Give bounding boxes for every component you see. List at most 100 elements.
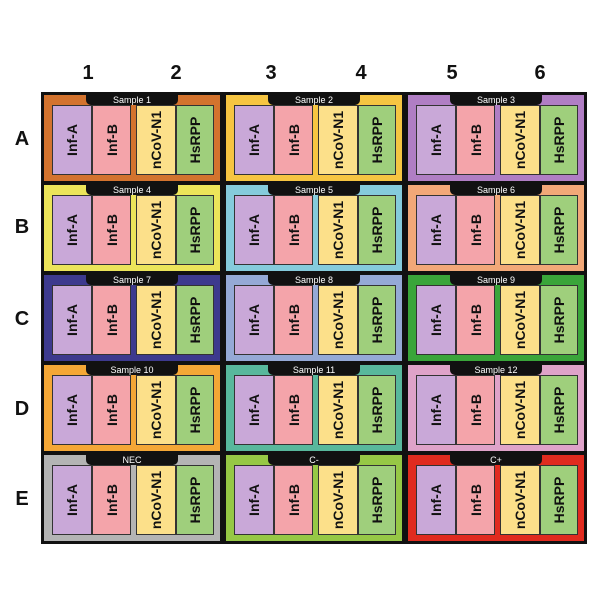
column-label: 5 (446, 62, 458, 84)
strip-inf-b: Inf-B (274, 375, 313, 445)
strip-inf-b: Inf-B (274, 195, 313, 265)
target-label: Inf-A (428, 124, 444, 156)
strip-inf-a: Inf-A (52, 465, 92, 535)
target-label: Inf-A (428, 394, 444, 426)
strip-ncov-n1: nCoV-N1 (500, 375, 540, 445)
target-label: nCoV-N1 (330, 110, 346, 170)
target-label: nCoV-N1 (512, 470, 528, 530)
strip-ncov-n1: nCoV-N1 (136, 105, 176, 175)
sample-label: Sample 6 (450, 185, 542, 195)
row-label: C (14, 308, 30, 330)
strip-ncov-n1: nCoV-N1 (318, 465, 358, 535)
target-label: Inf-B (467, 304, 484, 336)
target-label: Inf-B (467, 394, 484, 426)
sample-well: Sample 3 Inf-A Inf-B nCoV-N1 HsRPP (408, 95, 584, 181)
sample-well: Sample 7 Inf-A Inf-B nCoV-N1 HsRPP (44, 275, 220, 361)
sample-well: Sample 8 Inf-A Inf-B nCoV-N1 HsRPP (226, 275, 402, 361)
strip-inf-b: Inf-B (92, 195, 131, 265)
sample-well: Sample 10 Inf-A Inf-B nCoV-N1 HsRPP (44, 365, 220, 451)
target-label: Inf-B (285, 304, 302, 336)
strip-inf-b: Inf-B (92, 465, 131, 535)
strip-hsrpp: HsRPP (540, 285, 578, 355)
target-label: nCoV-N1 (330, 200, 346, 260)
strip-ncov-n1: nCoV-N1 (500, 465, 540, 535)
strip-inf-b: Inf-B (456, 465, 495, 535)
strip-ncov-n1: nCoV-N1 (136, 285, 176, 355)
target-label: Inf-A (246, 124, 262, 156)
strip-inf-b: Inf-B (274, 105, 313, 175)
strip-hsrpp: HsRPP (176, 105, 214, 175)
target-label: nCoV-N1 (330, 470, 346, 530)
sample-well: Sample 9 Inf-A Inf-B nCoV-N1 HsRPP (408, 275, 584, 361)
sample-label: C+ (450, 455, 542, 465)
column-label: 4 (355, 62, 367, 84)
target-label: Inf-A (246, 394, 262, 426)
strip-inf-a: Inf-A (234, 195, 274, 265)
strip-ncov-n1: nCoV-N1 (136, 195, 176, 265)
column-label: 2 (170, 62, 182, 84)
target-label: Inf-A (64, 124, 80, 156)
strip-ncov-n1: nCoV-N1 (500, 285, 540, 355)
strip-inf-a: Inf-A (52, 375, 92, 445)
sample-well: C- Inf-A Inf-B nCoV-N1 HsRPP (226, 455, 402, 541)
sample-label: Sample 12 (450, 365, 542, 375)
target-label: nCoV-N1 (330, 380, 346, 440)
target-label: Inf-A (246, 214, 262, 246)
target-label: Inf-B (103, 304, 120, 336)
strip-inf-a: Inf-A (52, 105, 92, 175)
strip-ncov-n1: nCoV-N1 (136, 375, 176, 445)
target-label: nCoV-N1 (148, 470, 164, 530)
target-label: HsRPP (369, 476, 385, 524)
strip-inf-a: Inf-A (416, 105, 456, 175)
target-label: Inf-B (467, 214, 484, 246)
strip-inf-a: Inf-A (52, 195, 92, 265)
target-label: Inf-A (428, 484, 444, 516)
sample-label: NEC (86, 455, 178, 465)
strip-hsrpp: HsRPP (358, 375, 396, 445)
target-label: Inf-A (64, 484, 80, 516)
strip-inf-a: Inf-A (234, 285, 274, 355)
sample-well: Sample 1 Inf-A Inf-B nCoV-N1 HsRPP (44, 95, 220, 181)
strip-ncov-n1: nCoV-N1 (318, 195, 358, 265)
target-label: HsRPP (187, 116, 203, 164)
strip-hsrpp: HsRPP (358, 465, 396, 535)
strip-ncov-n1: nCoV-N1 (500, 105, 540, 175)
strip-inf-a: Inf-A (416, 465, 456, 535)
target-label: HsRPP (187, 206, 203, 254)
target-label: HsRPP (187, 296, 203, 344)
target-label: HsRPP (369, 116, 385, 164)
strip-hsrpp: HsRPP (358, 105, 396, 175)
target-label: HsRPP (369, 206, 385, 254)
row-label: D (14, 398, 30, 420)
target-label: nCoV-N1 (330, 290, 346, 350)
column-label: 3 (265, 62, 277, 84)
strip-ncov-n1: nCoV-N1 (500, 195, 540, 265)
strip-ncov-n1: nCoV-N1 (318, 285, 358, 355)
sample-label: Sample 10 (86, 365, 178, 375)
sample-label: Sample 5 (268, 185, 360, 195)
target-label: Inf-B (285, 394, 302, 426)
strip-hsrpp: HsRPP (540, 105, 578, 175)
strip-hsrpp: HsRPP (176, 195, 214, 265)
strip-inf-b: Inf-B (92, 105, 131, 175)
sample-well: Sample 12 Inf-A Inf-B nCoV-N1 HsRPP (408, 365, 584, 451)
row-label: A (14, 128, 30, 150)
target-label: HsRPP (187, 386, 203, 434)
target-label: HsRPP (369, 296, 385, 344)
target-label: Inf-B (285, 484, 302, 516)
strip-inf-b: Inf-B (92, 375, 131, 445)
sample-label: Sample 1 (86, 95, 178, 105)
strip-inf-a: Inf-A (52, 285, 92, 355)
strip-inf-b: Inf-B (456, 285, 495, 355)
target-label: Inf-A (64, 214, 80, 246)
target-label: Inf-A (428, 214, 444, 246)
strip-inf-a: Inf-A (416, 285, 456, 355)
sample-well: Sample 11 Inf-A Inf-B nCoV-N1 HsRPP (226, 365, 402, 451)
target-label: Inf-B (467, 124, 484, 156)
sample-well: Sample 4 Inf-A Inf-B nCoV-N1 HsRPP (44, 185, 220, 271)
strip-inf-a: Inf-A (416, 375, 456, 445)
target-label: Inf-B (285, 214, 302, 246)
strip-hsrpp: HsRPP (358, 195, 396, 265)
sample-label: Sample 2 (268, 95, 360, 105)
sample-well: C+ Inf-A Inf-B nCoV-N1 HsRPP (408, 455, 584, 541)
